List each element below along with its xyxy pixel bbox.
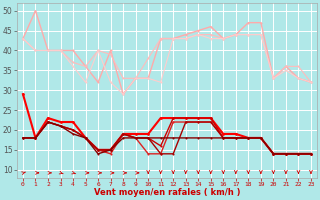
- X-axis label: Vent moyen/en rafales ( km/h ): Vent moyen/en rafales ( km/h ): [94, 188, 240, 197]
